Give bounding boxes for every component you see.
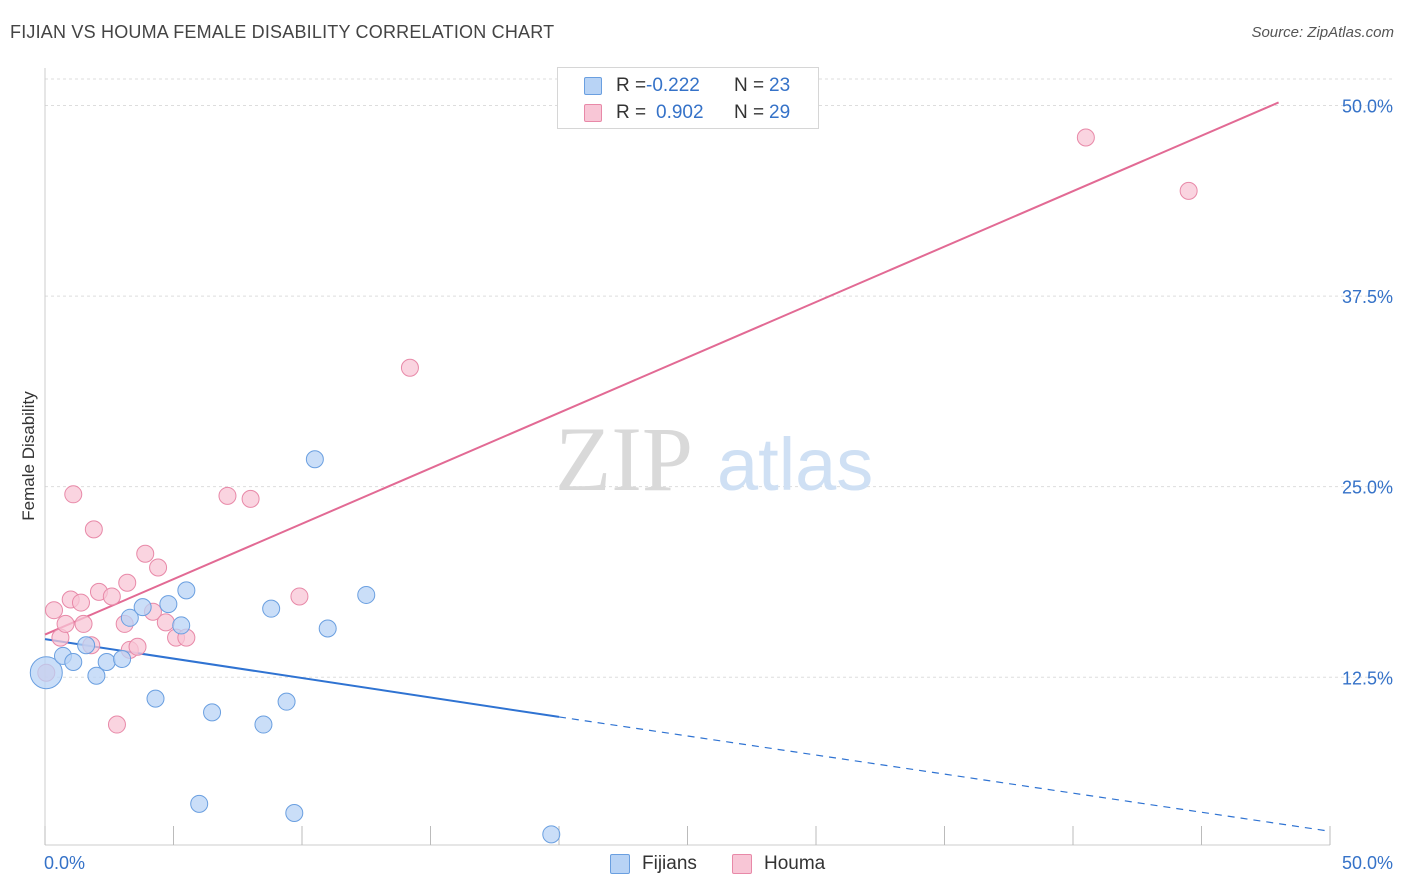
y-tick-label: 50.0%	[1342, 96, 1393, 116]
fijians-point	[159, 595, 178, 614]
houma-point	[400, 358, 419, 377]
houma-point	[71, 593, 90, 612]
fijians-point	[133, 598, 152, 617]
houma-point	[290, 587, 309, 606]
houma-point	[156, 613, 175, 632]
fijians-point	[285, 803, 304, 822]
fijians-point	[254, 715, 273, 734]
r-label: R =	[616, 75, 647, 96]
correlation-legend: R = -0.222 N = 23 R = 0.902 N = 29	[557, 67, 819, 129]
fijians-point	[77, 636, 96, 655]
watermark: ZIP atlas	[555, 408, 873, 510]
axes	[44, 68, 1331, 846]
r-value: -0.222	[646, 75, 700, 96]
houma-point	[84, 520, 103, 539]
fijians-point	[262, 599, 281, 618]
fijians-point	[64, 653, 83, 672]
watermark-zip: ZIP	[555, 408, 693, 510]
fijians-legend-swatch	[610, 854, 630, 874]
y-tick-label: 37.5%	[1342, 287, 1393, 307]
houma-point	[149, 558, 168, 577]
fijians-legend-label: Fijians	[642, 853, 697, 874]
fijians-point	[203, 703, 222, 722]
houma-point	[44, 601, 63, 620]
fijians-swatch	[584, 77, 602, 95]
grid-lines	[45, 78, 1393, 678]
houma-point	[136, 544, 155, 563]
houma-point	[102, 587, 121, 606]
houma-legend-swatch	[732, 854, 752, 874]
fijians-point	[542, 825, 561, 844]
houma-point	[56, 614, 75, 633]
fijians-point	[120, 608, 139, 627]
houma-point	[74, 614, 93, 633]
data-points	[29, 128, 1198, 844]
houma-trend-line	[44, 101, 1279, 636]
y-axis-label: Female Disability	[19, 391, 38, 521]
houma-point	[241, 489, 260, 508]
fijians-point	[172, 616, 191, 635]
fijians-point	[305, 450, 324, 469]
r-value: 0.902	[656, 102, 704, 123]
fijians-point	[177, 581, 196, 600]
houma-point	[107, 715, 126, 734]
fijians-point	[97, 653, 116, 672]
watermark-atlas: atlas	[717, 423, 873, 506]
x-tick-label-min: 0.0%	[44, 853, 85, 873]
fijians-point	[146, 689, 165, 708]
n-label: N =	[734, 102, 765, 123]
n-label: N =	[734, 75, 765, 96]
fijians-trend-extension	[558, 716, 1331, 832]
n-value: 29	[769, 102, 791, 123]
r-label: R =	[616, 102, 647, 123]
fijians-point	[190, 794, 209, 813]
n-value: 23	[769, 75, 791, 96]
x-tick-label-max: 50.0%	[1342, 853, 1393, 873]
chart-title: FIJIAN VS HOUMA FEMALE DISABILITY CORREL…	[10, 22, 555, 42]
fijians-point	[87, 666, 106, 685]
fijians-point	[357, 585, 376, 604]
fijians-point	[113, 649, 132, 668]
houma-point	[64, 485, 83, 504]
houma-point	[128, 637, 147, 656]
y-tick-label: 12.5%	[1342, 668, 1393, 688]
houma-point	[1076, 128, 1095, 147]
tick-labels: 12.5% 25.0% 37.5% 50.0% 0.0% 50.0%	[44, 96, 1393, 873]
fijians-point	[29, 656, 63, 690]
source-label: Source: ZipAtlas.com	[1251, 24, 1394, 41]
fijians-point	[277, 692, 296, 711]
houma-point	[218, 486, 237, 505]
houma-point	[118, 573, 137, 592]
houma-legend-label: Houma	[764, 853, 826, 874]
houma-point	[1179, 181, 1198, 200]
fijians-point	[318, 619, 337, 638]
y-tick-label: 25.0%	[1342, 478, 1393, 498]
houma-swatch	[584, 104, 602, 122]
